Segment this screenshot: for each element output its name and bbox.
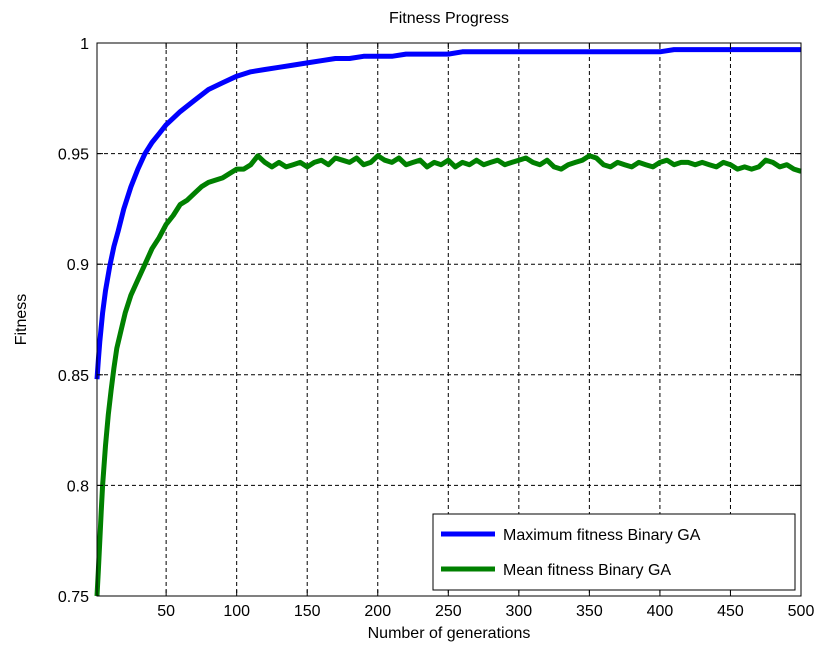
axis-tick-labels: 50 100 150 200 250 300 350 400 450 500 0.75 0.8 0.85… [58,36,815,620]
y-tick-label: 0.85 [58,368,89,385]
y-tick-label: 1 [80,36,89,53]
x-tick-label: 400 [647,603,674,620]
legend: Maximum fitness Binary GA Mean fitness Bi… [432,513,796,591]
series-line-0 [94,47,801,380]
x-tick-label: 150 [294,603,321,620]
legend-label: Maximum fitness Binary GA [503,527,701,544]
x-tick-label: 50 [157,603,175,620]
chart-title: Fitness Progress [389,10,509,27]
grid-lines [97,43,801,596]
x-tick-label: 500 [788,603,815,620]
y-tick-label: 0.9 [67,257,89,274]
x-tick-label: 200 [364,603,391,620]
series-line-1 [94,153,802,597]
x-tick-label: 100 [223,603,250,620]
x-tick-label: 300 [505,603,532,620]
x-axis-label: Number of generations [368,625,531,642]
legend-box [432,513,796,591]
x-tick-label: 350 [576,603,603,620]
y-tick-label: 0.95 [58,147,89,164]
y-tick-label: 0.8 [67,478,89,495]
y-tick-label: 0.75 [58,589,89,606]
x-tick-label: 450 [717,603,744,620]
legend-label: Mean fitness Binary GA [503,562,671,579]
y-axis-label: Fitness [13,294,30,346]
series-lines [94,47,802,597]
plot-frame [96,42,802,597]
axis-ticks [97,42,802,597]
x-tick-label: 250 [435,603,462,620]
plot-area [97,43,801,596]
